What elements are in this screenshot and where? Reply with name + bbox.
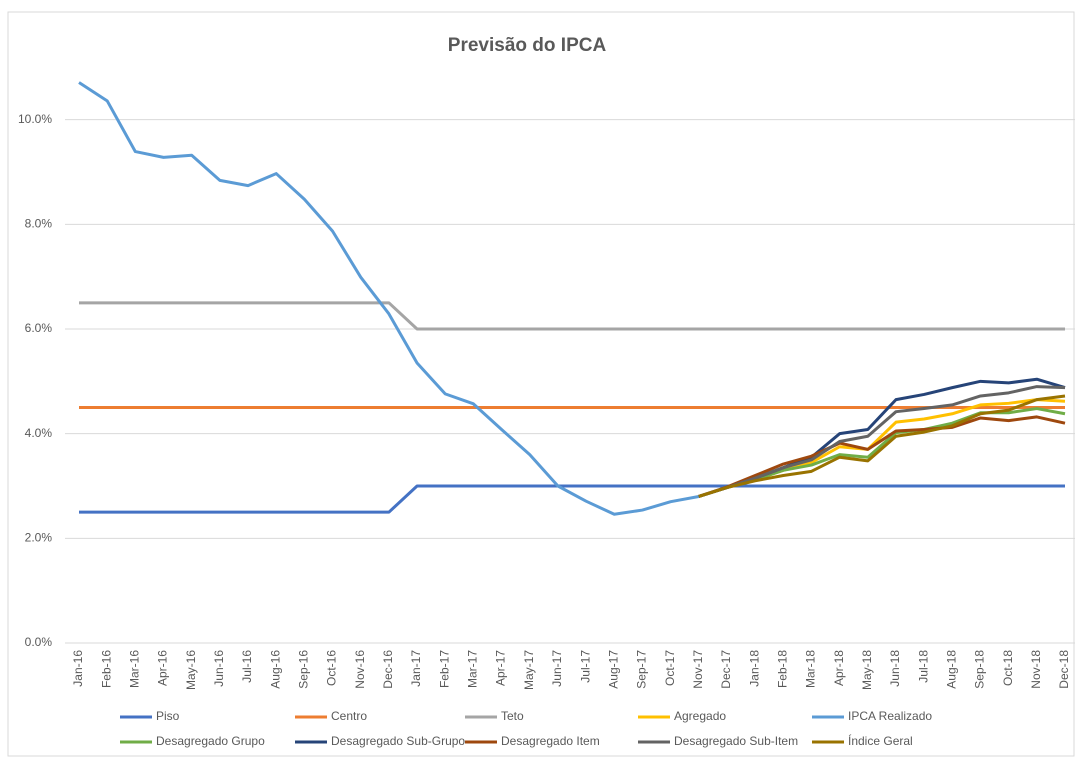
x-tick-label: Jul-16 xyxy=(240,650,254,683)
x-tick-label: Sep-16 xyxy=(297,650,311,689)
legend-label: Desagregado Item xyxy=(501,734,600,748)
x-tick-label: Oct-16 xyxy=(325,650,339,686)
x-tick-label: Apr-16 xyxy=(156,650,170,686)
series-line xyxy=(79,301,1065,331)
legend-label: Desagregado Sub-Item xyxy=(674,734,798,748)
x-tick-label: May-17 xyxy=(522,650,536,690)
series-line xyxy=(79,484,1065,514)
x-tick-label: May-16 xyxy=(184,650,198,690)
x-tick-label: Nov-16 xyxy=(353,650,367,689)
series-line xyxy=(698,385,1066,498)
series-line xyxy=(698,407,1066,498)
legend-label: Teto xyxy=(501,709,524,723)
x-tick-label: Apr-18 xyxy=(832,650,846,686)
series-line xyxy=(698,394,1066,498)
y-tick-label: 0.0% xyxy=(25,635,53,649)
legend-label: Piso xyxy=(156,709,180,723)
x-tick-label: Mar-16 xyxy=(128,650,142,688)
x-tick-label: Sep-18 xyxy=(973,650,987,689)
x-tick-label: Feb-16 xyxy=(99,650,113,688)
y-tick-label: 2.0% xyxy=(25,531,53,545)
x-tick-label: Aug-18 xyxy=(944,650,958,689)
x-tick-label: Feb-18 xyxy=(775,650,789,688)
x-tick-label: Oct-17 xyxy=(663,650,677,686)
y-tick-label: 4.0% xyxy=(25,426,53,440)
x-tick-label: Aug-17 xyxy=(606,650,620,689)
x-tick-label: Aug-16 xyxy=(268,650,282,689)
legend-label: Centro xyxy=(331,709,367,723)
x-tick-label: Jan-16 xyxy=(71,650,85,687)
x-tick-label: Mar-18 xyxy=(804,650,818,688)
legend-label: Agregado xyxy=(674,709,726,723)
x-tick-label: Nov-18 xyxy=(1029,650,1043,689)
x-tick-label: Mar-17 xyxy=(466,650,480,688)
x-tick-label: Nov-17 xyxy=(691,650,705,689)
series-line xyxy=(78,81,700,516)
x-tick-label: May-18 xyxy=(860,650,874,690)
legend-label: Desagregado Sub-Grupo xyxy=(331,734,465,748)
x-tick-label: Dec-17 xyxy=(719,650,733,689)
legend-label: Índice Geral xyxy=(848,733,913,748)
series-line xyxy=(698,415,1066,498)
x-tick-label: Oct-18 xyxy=(1001,650,1015,686)
x-tick-label: Jul-18 xyxy=(916,650,930,683)
legend-label: Desagregado Grupo xyxy=(156,734,265,748)
y-tick-label: 10.0% xyxy=(18,112,52,126)
y-tick-label: 6.0% xyxy=(25,321,53,335)
x-tick-label: Jan-18 xyxy=(747,650,761,687)
x-tick-label: Jun-18 xyxy=(888,650,902,687)
x-tick-label: Jul-17 xyxy=(578,650,592,683)
y-tick-label: 8.0% xyxy=(25,217,53,231)
x-tick-label: Jun-17 xyxy=(550,650,564,687)
x-tick-label: Dec-18 xyxy=(1057,650,1071,689)
x-tick-label: Jun-16 xyxy=(212,650,226,687)
x-tick-label: Jan-17 xyxy=(409,650,423,687)
x-tick-label: Apr-17 xyxy=(494,650,508,686)
x-tick-label: Dec-16 xyxy=(381,650,395,689)
legend-label: IPCA Realizado xyxy=(848,709,932,723)
chart-title: Previsão do IPCA xyxy=(448,35,607,56)
chart-border xyxy=(7,11,1075,757)
x-tick-label: Feb-17 xyxy=(437,650,451,688)
x-tick-label: Sep-17 xyxy=(635,650,649,689)
